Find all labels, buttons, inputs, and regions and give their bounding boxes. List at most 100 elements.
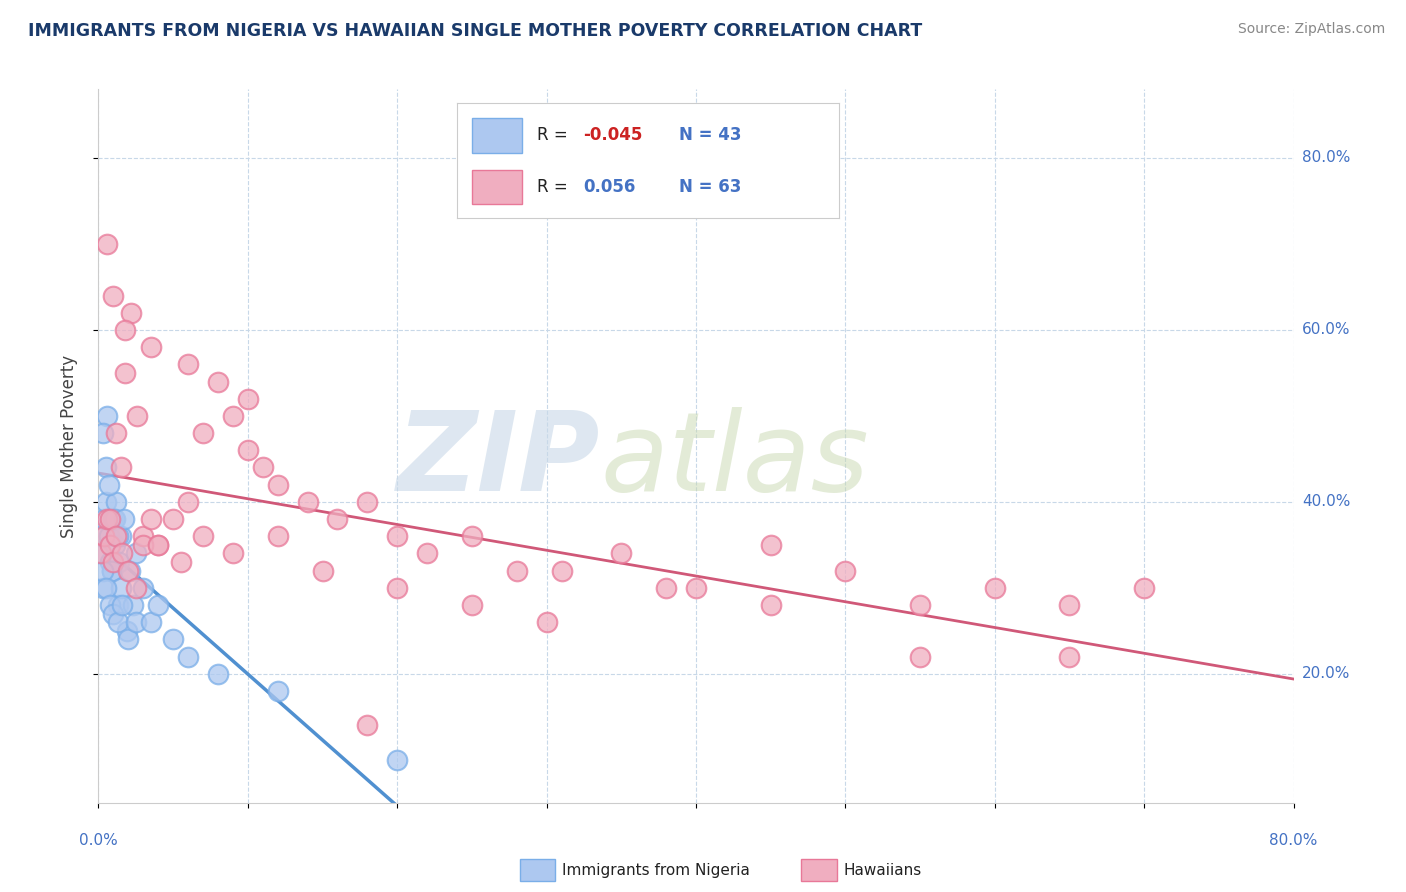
- Point: [104, 512, 127, 526]
- Text: 40.0%: 40.0%: [1302, 494, 1350, 509]
- Point: [96, 236, 118, 251]
- Point: [139, 615, 162, 630]
- Point: [685, 581, 707, 595]
- Point: [908, 598, 931, 612]
- Point: [222, 546, 245, 560]
- Point: [759, 598, 782, 612]
- Point: [93, 512, 115, 526]
- Point: [191, 426, 214, 441]
- Point: [267, 684, 290, 698]
- Point: [461, 529, 484, 543]
- Point: [461, 598, 484, 612]
- Point: [98, 598, 122, 612]
- Point: [311, 564, 333, 578]
- Point: [385, 529, 409, 543]
- Text: R =: R =: [537, 178, 578, 196]
- Point: [91, 564, 114, 578]
- Point: [834, 564, 856, 578]
- Point: [101, 564, 124, 578]
- Point: [117, 564, 139, 578]
- Point: [107, 529, 129, 543]
- Text: ZIP: ZIP: [396, 407, 600, 514]
- Text: 0.0%: 0.0%: [79, 833, 118, 848]
- Point: [90, 546, 112, 560]
- Point: [127, 409, 149, 423]
- Point: [759, 538, 782, 552]
- Text: Hawaiians: Hawaiians: [844, 863, 922, 878]
- Point: [267, 477, 290, 491]
- Y-axis label: Single Mother Poverty: Single Mother Poverty: [59, 354, 77, 538]
- Point: [139, 340, 162, 354]
- Point: [326, 512, 349, 526]
- Point: [90, 529, 112, 543]
- Point: [506, 564, 529, 578]
- Point: [105, 426, 128, 441]
- Point: [120, 306, 142, 320]
- Point: [103, 607, 125, 621]
- Point: [112, 512, 135, 526]
- Bar: [472, 169, 522, 204]
- Point: [148, 538, 170, 552]
- Point: [110, 529, 132, 543]
- Point: [983, 581, 1005, 595]
- Point: [98, 538, 122, 552]
- Point: [91, 581, 114, 595]
- Point: [236, 443, 259, 458]
- Point: [107, 615, 129, 630]
- Point: [148, 538, 170, 552]
- Point: [177, 495, 200, 509]
- Point: [162, 512, 184, 526]
- Point: [121, 598, 143, 612]
- Point: [177, 649, 200, 664]
- Point: [103, 512, 125, 526]
- Point: [222, 409, 245, 423]
- Point: [111, 546, 134, 560]
- Point: [132, 529, 155, 543]
- Point: [1059, 598, 1081, 612]
- Text: N = 63: N = 63: [679, 178, 741, 196]
- Point: [94, 460, 117, 475]
- Point: [91, 426, 114, 441]
- Point: [908, 649, 931, 664]
- Point: [115, 624, 138, 638]
- Text: IMMIGRANTS FROM NIGERIA VS HAWAIIAN SINGLE MOTHER POVERTY CORRELATION CHART: IMMIGRANTS FROM NIGERIA VS HAWAIIAN SING…: [28, 22, 922, 40]
- Point: [132, 581, 155, 595]
- Point: [114, 366, 136, 380]
- Point: [655, 581, 678, 595]
- Point: [139, 512, 162, 526]
- Point: [1133, 581, 1156, 595]
- Point: [111, 598, 134, 612]
- Text: R =: R =: [537, 127, 574, 145]
- Point: [89, 546, 111, 560]
- Point: [97, 529, 120, 543]
- Point: [191, 529, 214, 543]
- Point: [297, 495, 319, 509]
- Point: [103, 288, 125, 302]
- Text: 0.056: 0.056: [583, 178, 636, 196]
- Point: [125, 581, 148, 595]
- Text: 20.0%: 20.0%: [1302, 666, 1350, 681]
- Point: [550, 564, 572, 578]
- Text: 80.0%: 80.0%: [1270, 833, 1317, 848]
- Text: 80.0%: 80.0%: [1302, 151, 1350, 166]
- Text: atlas: atlas: [600, 407, 869, 514]
- Point: [356, 495, 378, 509]
- Point: [114, 323, 136, 337]
- Point: [110, 581, 132, 595]
- Point: [108, 555, 131, 569]
- Text: N = 43: N = 43: [679, 127, 741, 145]
- Point: [132, 538, 155, 552]
- Text: 60.0%: 60.0%: [1302, 322, 1350, 337]
- Point: [207, 375, 229, 389]
- Point: [118, 564, 141, 578]
- Point: [117, 632, 139, 647]
- Point: [125, 615, 148, 630]
- Point: [356, 718, 378, 732]
- Point: [98, 555, 122, 569]
- Text: -0.045: -0.045: [583, 127, 643, 145]
- Point: [610, 546, 633, 560]
- Point: [94, 581, 117, 595]
- Point: [104, 538, 127, 552]
- Point: [236, 392, 259, 406]
- Point: [98, 512, 122, 526]
